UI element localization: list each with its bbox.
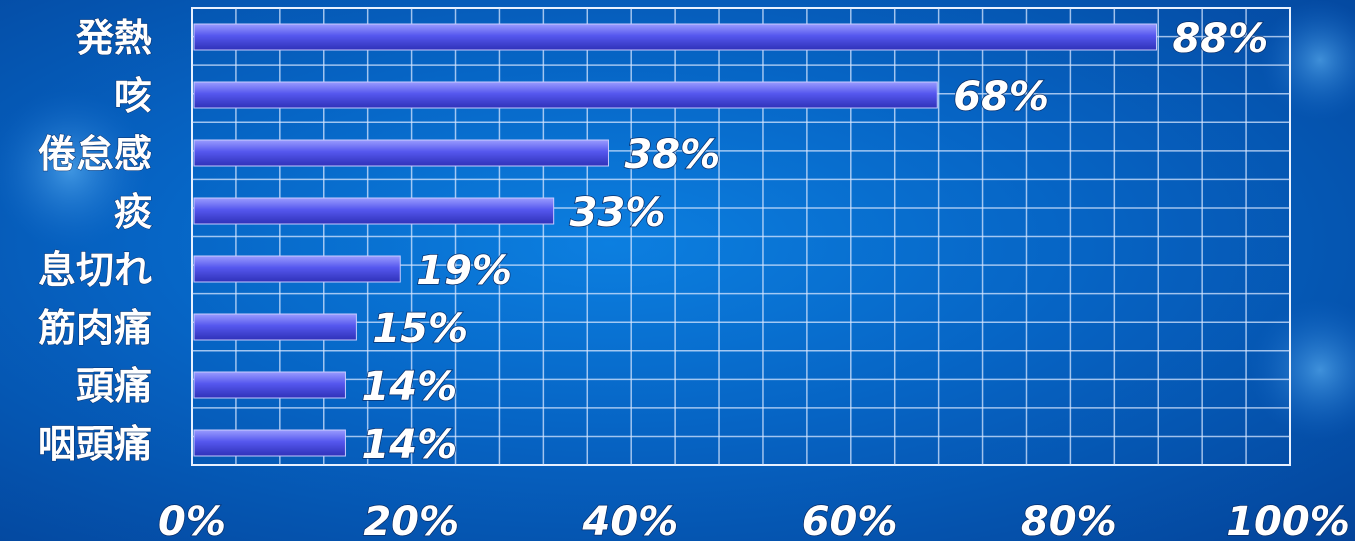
bar <box>193 81 938 109</box>
category-label: 咽頭痛 <box>38 422 152 466</box>
x-tick-label: 100% <box>1226 499 1350 541</box>
value-label: 19% <box>416 248 512 294</box>
value-label: 14% <box>361 364 457 410</box>
x-tick-label: 0% <box>158 499 226 541</box>
bar <box>193 255 401 283</box>
value-label: 88% <box>1172 16 1268 62</box>
category-label: 息切れ <box>38 248 152 292</box>
x-tick-label: 80% <box>1021 499 1117 541</box>
bar <box>193 429 346 457</box>
category-label: 倦怠感 <box>38 132 152 176</box>
value-label: 38% <box>624 132 720 178</box>
x-tick-label: 60% <box>802 499 898 541</box>
category-label: 頭痛 <box>76 364 152 408</box>
x-tick-label: 20% <box>363 499 459 541</box>
x-tick-label: 40% <box>582 499 679 541</box>
category-label: 咳 <box>114 74 152 118</box>
value-label: 15% <box>372 306 468 352</box>
grid-lines <box>191 7 1291 466</box>
value-label: 33% <box>570 190 666 236</box>
value-label: 68% <box>953 74 1049 120</box>
bar <box>193 23 1157 51</box>
category-label: 筋肉痛 <box>38 306 152 350</box>
bar <box>193 139 609 167</box>
bar <box>193 197 555 225</box>
value-label: 14% <box>361 422 457 468</box>
background-decoration <box>0 0 1355 440</box>
category-label: 痰 <box>114 190 152 234</box>
bar <box>193 371 346 399</box>
bar <box>193 313 357 341</box>
category-label: 発熱 <box>76 16 152 60</box>
